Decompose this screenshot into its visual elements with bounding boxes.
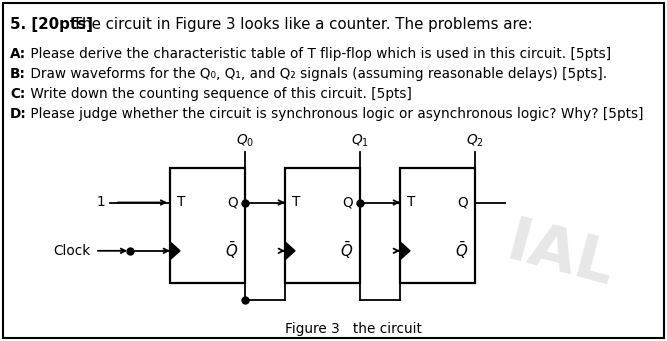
Text: $Q_2$: $Q_2$: [466, 133, 484, 149]
Text: Please judge whether the circuit is synchronous logic or asynchronous logic? Why: Please judge whether the circuit is sync…: [26, 107, 644, 121]
Text: $\bar{Q}$: $\bar{Q}$: [455, 240, 468, 261]
Text: $\bar{Q}$: $\bar{Q}$: [225, 240, 238, 261]
Text: A:: A:: [10, 47, 26, 61]
Text: T: T: [407, 195, 416, 209]
Text: Q: Q: [458, 195, 468, 209]
Bar: [400, 168, 475, 283]
Text: $Q_1$: $Q_1$: [351, 133, 369, 149]
Text: Please derive the characteristic table of T flip-flop which is used in this circ: Please derive the characteristic table o…: [26, 47, 611, 61]
Text: The circuit in Figure 3 looks like a counter. The problems are:: The circuit in Figure 3 looks like a cou…: [68, 17, 533, 32]
Polygon shape: [170, 242, 180, 260]
Text: Figure 3   the circuit: Figure 3 the circuit: [285, 322, 422, 336]
Polygon shape: [400, 242, 410, 260]
Text: T: T: [292, 195, 300, 209]
Text: IAL: IAL: [500, 213, 620, 298]
Text: 5. [20pts]: 5. [20pts]: [10, 17, 93, 32]
Text: B:: B:: [10, 67, 26, 81]
Text: Q: Q: [227, 195, 238, 209]
Text: 1: 1: [96, 195, 105, 209]
Text: Clock: Clock: [53, 244, 90, 258]
Bar: [285, 168, 360, 283]
Text: C:: C:: [10, 87, 25, 101]
Text: $\bar{Q}$: $\bar{Q}$: [340, 240, 353, 261]
Text: Write down the counting sequence of this circuit. [5pts]: Write down the counting sequence of this…: [26, 87, 412, 101]
Text: D:: D:: [10, 107, 27, 121]
Polygon shape: [285, 242, 295, 260]
Text: T: T: [177, 195, 185, 209]
Bar: [170, 168, 245, 283]
Text: $Q_0$: $Q_0$: [236, 133, 254, 149]
Text: Q: Q: [342, 195, 353, 209]
Text: Draw waveforms for the Q₀, Q₁, and Q₂ signals (assuming reasonable delays) [5pts: Draw waveforms for the Q₀, Q₁, and Q₂ si…: [26, 67, 607, 81]
